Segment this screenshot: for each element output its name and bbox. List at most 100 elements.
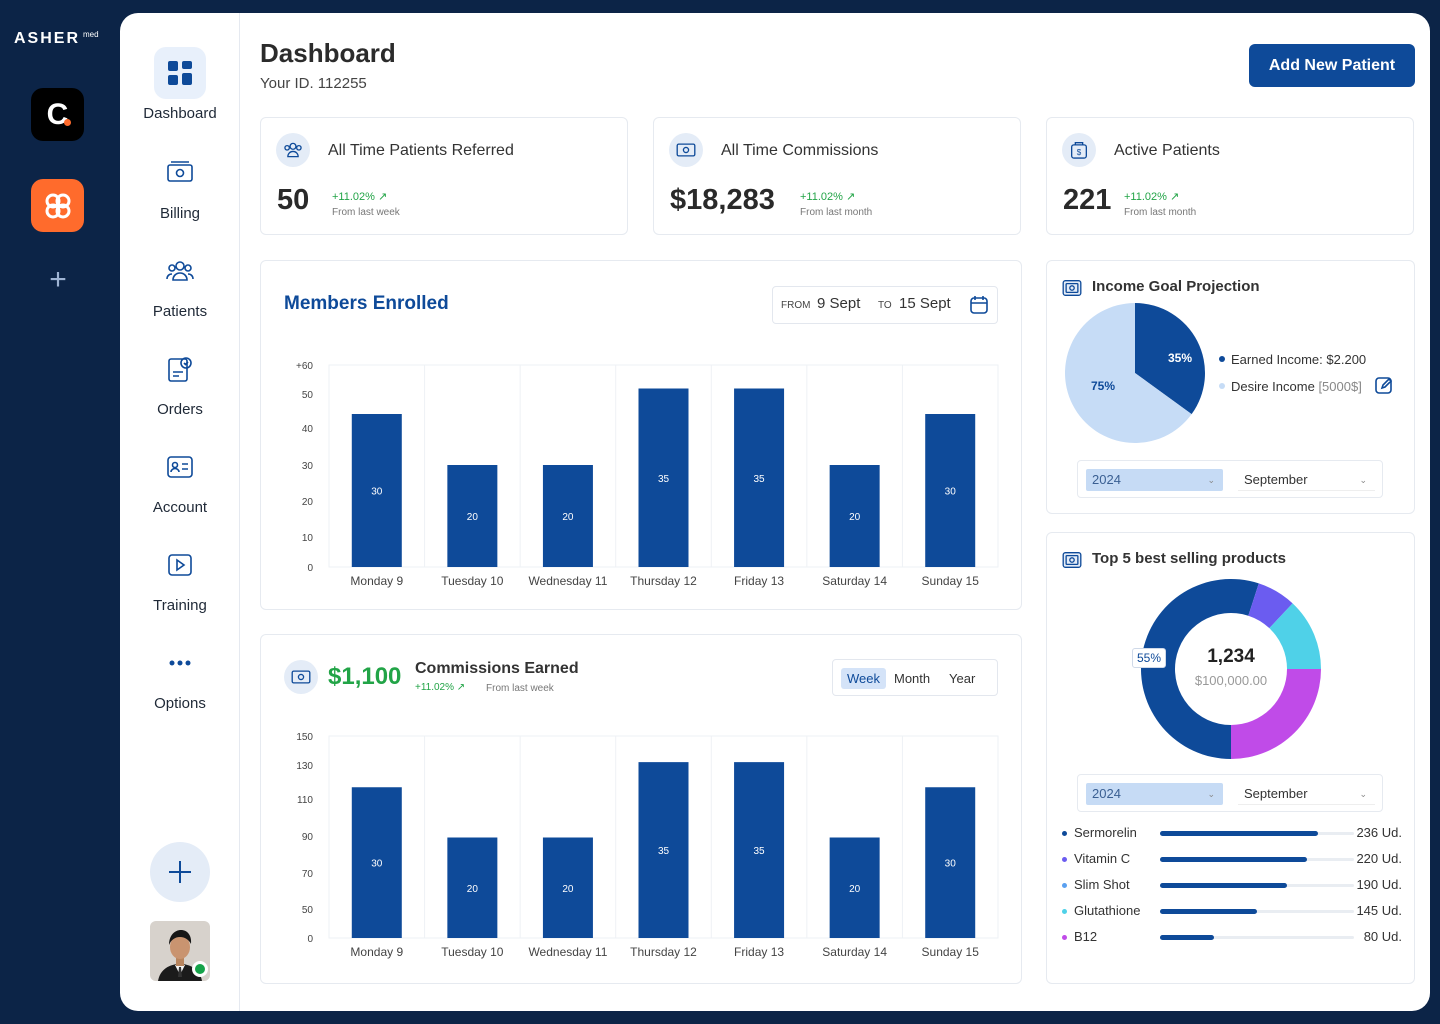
sidebar-item-training[interactable]: Training [120,539,240,614]
product-name: B12 [1074,929,1098,944]
edit-icon[interactable] [1374,375,1394,395]
product-bar [1160,831,1318,836]
year-select[interactable]: 2024 ⌄ [1086,469,1223,491]
training-icon [154,539,206,591]
add-app-button[interactable]: + [49,263,67,296]
stat-delta: +11.02% ↗ [800,191,856,203]
donut-segment [1248,583,1293,629]
product-bar [1160,883,1288,888]
bar [829,837,880,938]
wallet-icon: $ [1062,133,1096,167]
product-row: Sermorelin 236 Ud. [1062,825,1402,843]
share-badge: 55% [1132,648,1166,668]
product-row: Glutathione 145 Ud. [1062,903,1402,921]
sidebar-item-patients[interactable]: Patients [120,245,240,320]
panel-title: Members Enrolled [284,293,449,314]
y-tick-label: 0 [307,563,313,574]
plus-icon [169,861,191,883]
product-row: B12 80 Ud. [1062,929,1402,947]
bar-value-label: 30 [945,859,957,870]
slice-label-earned: 35% [1168,351,1192,365]
product-name: Sermorelin [1074,825,1137,840]
sidebar-item-label: Options [154,695,206,712]
sidebar-item-orders[interactable]: Orders [120,343,240,418]
month-select[interactable]: September ⌄ [1238,469,1375,491]
product-dot [1062,935,1067,940]
product-bar [1160,857,1308,862]
y-tick-label: 10 [302,533,314,544]
add-new-patient-button[interactable]: Add New Patient [1249,44,1415,87]
products-donut-chart [1141,579,1321,759]
y-tick-label: 90 [302,832,314,843]
cash-icon [1062,552,1082,568]
donut-center-value: 1,234 [1207,646,1255,667]
quick-add-button[interactable] [150,842,210,902]
tab-year[interactable]: Year [949,671,976,686]
main-card: Dashboard Billing Patients Orders Accoun… [120,13,1430,1011]
y-tick-label: 0 [307,934,313,945]
stat-label: All Time Patients Referred [328,142,514,159]
y-tick-label: 50 [302,390,314,401]
stat-period: From last week [332,207,400,218]
chevron-down-icon: ⌄ [1359,789,1367,799]
donut-segment [1269,603,1321,669]
members-bar-chart: 0 10 20 30 40 50 +60 30 Monday 9 20 Tuesday 10 20 We… [296,361,999,588]
product-units: 190 Ud. [1356,877,1402,892]
pie-slice [1065,303,1192,444]
date-range-picker[interactable]: FROM 9 Sept TO 15 Sept [772,286,998,324]
bar-value-label: 20 [467,884,479,895]
app-switcher-asher[interactable] [31,179,84,232]
period-toggle: Week Month Year [832,659,998,696]
month-select[interactable]: September ⌄ [1238,783,1375,805]
sidebar-item-label: Account [152,499,208,516]
bar-value-label: 35 [658,846,670,857]
chevron-down-icon: ⌄ [1207,475,1215,485]
trend-up-icon: ↗ [1169,191,1180,203]
user-id: Your ID. 112255 [260,75,367,92]
app-switcher-c[interactable]: C [31,88,84,141]
y-tick-label: 130 [296,761,313,772]
bar [925,414,976,567]
sidebar-item-label: Billing [159,205,201,222]
from-date[interactable]: 9 Sept [817,295,861,312]
sidebar-item-account[interactable]: Account [120,441,240,516]
commission-period: From last week [486,683,554,694]
x-tick-label: Tuesday 10 [441,574,504,588]
product-row: Vitamin C 220 Ud. [1062,851,1402,869]
bar-value-label: 20 [562,512,574,523]
sidebar-item-dashboard[interactable]: Dashboard [120,47,240,122]
product-bar-track [1160,857,1354,862]
x-tick-label: Sunday 15 [922,945,980,959]
product-dot [1062,883,1067,888]
sidebar-item-label: Training [153,597,207,614]
x-tick-label: Tuesday 10 [441,945,504,959]
bar [447,465,498,567]
stat-delta: +11.02% ↗ [1124,191,1180,203]
donut-hole [1176,614,1286,724]
commissions-panel: $1,100 Commissions Earned +11.02% ↗ From… [260,634,1022,984]
product-bar [1160,909,1257,914]
tab-month[interactable]: Month [894,671,931,686]
cash-icon [1062,280,1082,296]
tab-week[interactable]: Week [841,668,886,689]
options-icon [154,637,206,689]
product-units: 80 Ud. [1363,929,1402,944]
bar-value-label: 20 [562,884,574,895]
stat-delta: +11.02% ↗ [332,191,388,203]
sidebar-item-options[interactable]: Options [120,637,240,712]
brand-logo: ASHER med [14,30,99,47]
avatar[interactable] [150,921,210,981]
y-tick-label: 50 [302,905,314,916]
product-name: Slim Shot [1074,877,1130,892]
product-bar-track [1160,883,1354,888]
year-select[interactable]: 2024 ⌄ [1086,783,1223,805]
stat-label: All Time Commissions [721,142,879,159]
stat-value: $18,283 [670,184,775,216]
to-date[interactable]: 15 Sept [899,295,951,312]
x-tick-label: Friday 13 [734,945,784,959]
sidebar-item-billing[interactable]: Billing [120,147,240,222]
calendar-icon[interactable] [969,295,989,315]
product-units: 220 Ud. [1356,851,1402,866]
sidebar: Dashboard Billing Patients Orders Accoun… [120,13,240,1011]
x-tick-label: Wednesday 11 [528,945,607,959]
